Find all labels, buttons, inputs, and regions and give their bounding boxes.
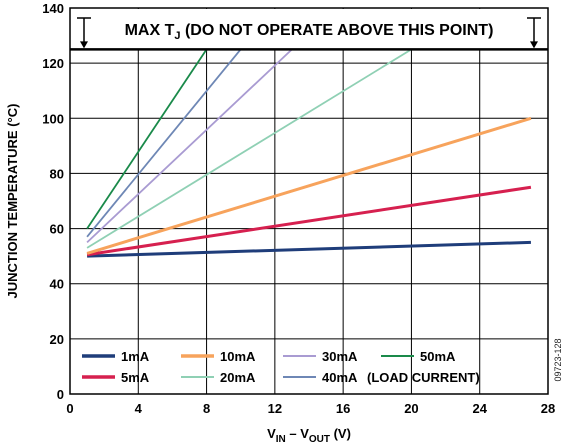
annotation-main: MAX T — [125, 22, 175, 39]
series-line-10ma — [86, 116, 532, 255]
plot-frame — [69, 7, 549, 395]
legend-note: (LOAD CURRENT) — [367, 370, 480, 385]
y-tick-label: 60 — [50, 222, 64, 237]
legend-label-10ma: 10mA — [220, 349, 256, 364]
legend: 1mA 10mA 30mA 50mA 5mA 20mA 40mA (LOAD CURRENT) — [82, 349, 480, 385]
tick-labels: 0 4 8 12 16 20 24 28 0 20 40 60 80 100 120 140 — [42, 1, 555, 416]
x-axis-title: VIN – VOUT (V) — [267, 426, 351, 445]
figure-id: 09723-128 — [553, 338, 563, 381]
arrow-head — [80, 41, 88, 49]
x-axis-title-unit: (V) — [330, 426, 351, 441]
annotation-text: MAX TJ (DO NOT OPERATE ABOVE THIS POINT) — [125, 22, 494, 42]
legend-label-20ma: 20mA — [220, 370, 256, 385]
right-arrow-icon — [527, 17, 541, 49]
x-tick-label: 8 — [203, 401, 210, 416]
x-tick-label: 4 — [135, 401, 143, 416]
x-tick-label: 20 — [404, 401, 418, 416]
series-line-30ma — [86, 48, 293, 244]
x-axis-title-sub-out: OUT — [309, 434, 330, 445]
legend-label-40ma: 40mA — [322, 370, 358, 385]
x-tick-label: 16 — [336, 401, 350, 416]
legend-label-50ma: 50mA — [420, 349, 456, 364]
y-tick-label: 120 — [42, 56, 64, 71]
y-tick-label: 40 — [50, 277, 64, 292]
annotation-rest: (DO NOT OPERATE ABOVE THIS POINT) — [181, 22, 494, 39]
x-tick-label: 24 — [472, 401, 487, 416]
series-line-40ma — [86, 48, 242, 238]
y-tick-label: 100 — [42, 111, 64, 126]
annotation-sub: J — [174, 30, 180, 42]
series-layer — [86, 48, 532, 258]
left-arrow-icon — [77, 17, 91, 49]
x-axis-title-mid: – V — [286, 426, 309, 441]
grid — [70, 8, 548, 394]
series-line-5ma — [86, 185, 532, 257]
annotation-band — [71, 9, 547, 50]
x-tick-label: 28 — [541, 401, 555, 416]
x-axis-title-main: V — [267, 426, 276, 441]
x-axis-title-sub-in: IN — [276, 434, 286, 445]
arrow-head — [530, 41, 538, 49]
legend-label-30ma: 30mA — [322, 349, 358, 364]
y-tick-label: 140 — [42, 1, 64, 16]
y-tick-label: 20 — [50, 332, 64, 347]
x-tick-label: 12 — [268, 401, 282, 416]
legend-label-5ma: 5mA — [121, 370, 150, 385]
legend-label-1ma: 1mA — [121, 349, 150, 364]
x-tick-label: 0 — [66, 401, 73, 416]
series-line-1ma — [87, 240, 531, 258]
max-tj-annotation: MAX TJ (DO NOT OPERATE ABOVE THIS POINT) — [70, 9, 548, 51]
series-line-20ma — [86, 48, 412, 249]
y-tick-label: 0 — [57, 387, 64, 402]
series-line-50ma — [86, 48, 208, 230]
y-tick-label: 80 — [50, 166, 64, 181]
y-axis-title: JUNCTION TEMPERATURE (°C) — [5, 104, 20, 299]
